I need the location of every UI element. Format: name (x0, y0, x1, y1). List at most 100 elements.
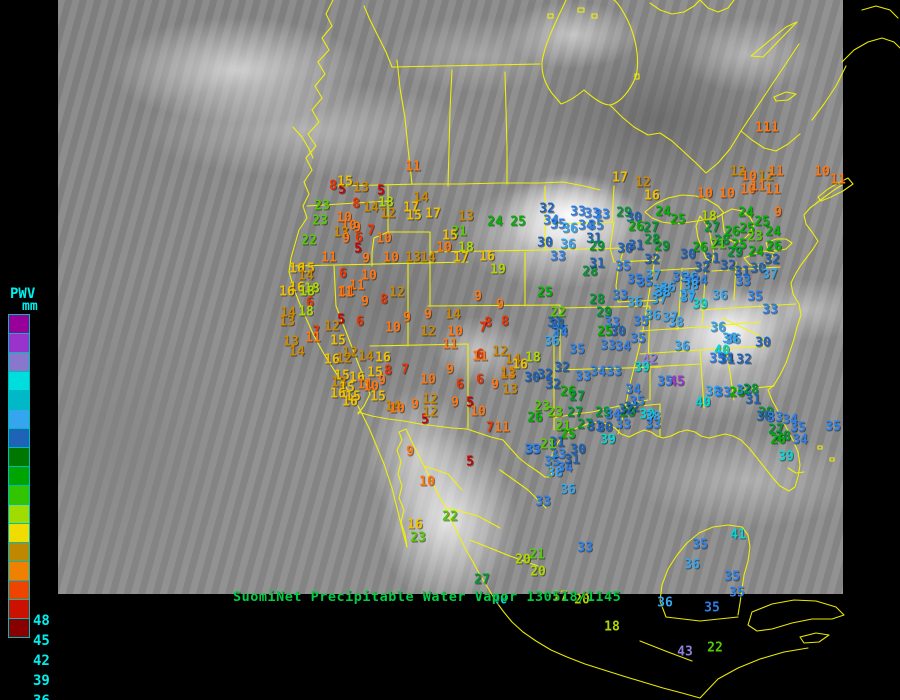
legend-label: 39 (33, 673, 50, 689)
station-value: 41 (730, 527, 746, 543)
station-value: 34 (615, 339, 631, 355)
station-value: 23 (534, 399, 550, 415)
station-value: 33 (577, 540, 593, 556)
station-value: 16 (375, 350, 391, 366)
station-value: 28 (582, 264, 598, 280)
station-value: 35 (704, 600, 720, 616)
station-value: 33 (684, 274, 700, 290)
station-value: 16 (349, 370, 365, 386)
station-value: 15 (370, 389, 386, 405)
legend-box (8, 466, 30, 486)
station-value: 14 (385, 399, 401, 415)
station-value: 31 (550, 317, 566, 333)
coastline-gulf-atlantic (549, 184, 843, 492)
station-value: 36 (544, 334, 560, 350)
station-value: 33 (575, 369, 591, 385)
station-value: 23 (314, 198, 330, 214)
lake-huron (721, 208, 755, 244)
station-value: 31 (734, 264, 750, 280)
station-value: 30 (756, 409, 772, 425)
station-value: 35 (825, 419, 841, 435)
station-value: 33 (645, 417, 661, 433)
station-value: 5 (338, 182, 346, 198)
legend-box (8, 371, 30, 391)
legend-box (8, 542, 30, 562)
station-value: 5 (337, 312, 345, 328)
station-value: 10 (447, 324, 463, 340)
station-value: 11 (442, 337, 458, 353)
station-value: 8 (484, 315, 492, 331)
station-value: 22 (707, 640, 723, 656)
station-value: 25 (731, 237, 747, 253)
legend-box (8, 523, 30, 543)
station-value: 11 (494, 420, 510, 436)
station-value: 30 (626, 210, 642, 226)
legend-label: 48 (33, 613, 50, 629)
station-value: 18 (298, 304, 314, 320)
station-value: 35 (569, 342, 585, 358)
vancouver-island (292, 126, 314, 159)
station-value: 32 (545, 377, 561, 393)
station-value: 33 (615, 417, 631, 433)
station-value: 35 (657, 374, 673, 390)
station-value: 34 (692, 273, 708, 289)
station-value: 11 (830, 172, 846, 188)
station-value: 9 (362, 251, 370, 267)
station-value: 32 (644, 252, 660, 268)
station-value: 10 (719, 186, 735, 202)
station-value: 37 (679, 288, 695, 304)
cuba (747, 599, 845, 644)
station-value: 33 (594, 207, 610, 223)
station-value: 28 (589, 292, 605, 308)
station-value: 14 (445, 307, 461, 323)
station-value: 24 (738, 205, 754, 221)
station-value: 39 (778, 449, 794, 465)
station-value: 9 (342, 231, 350, 247)
station-value: 21 (710, 237, 726, 253)
station-value: 10 (341, 218, 357, 234)
station-value: 10 (419, 474, 435, 490)
hudson-bay (541, 0, 639, 106)
station-value: 31 (704, 251, 720, 267)
station-value: 16 (512, 357, 528, 373)
station-value: 6 (476, 347, 484, 363)
station-value: 37 (651, 292, 667, 308)
station-value: 34 (552, 325, 568, 341)
station-value: 38 (722, 331, 738, 347)
station-value: 35 (627, 272, 643, 288)
station-value: 35 (615, 259, 631, 275)
borders-mexico-states (423, 465, 547, 567)
station-value: 10 (741, 169, 757, 185)
station-value: 10 (383, 250, 399, 266)
station-value: 7 (367, 223, 375, 239)
station-value: 34 (718, 351, 734, 367)
station-value: 16 (324, 352, 340, 368)
station-value: 34 (792, 432, 808, 448)
legend-box (8, 428, 30, 448)
station-value: 39 (634, 360, 650, 376)
station-value: 9 (496, 297, 504, 313)
legend-box (8, 580, 30, 600)
station-value: 33 (584, 206, 600, 222)
station-value: 15 (367, 365, 383, 381)
coastline-gulf-california (396, 428, 701, 699)
station-value: 29 (620, 405, 636, 421)
station-value: 33 (550, 447, 566, 463)
station-value: 13 (353, 180, 369, 196)
legend-box (8, 504, 30, 524)
station-value: 18 (299, 284, 315, 300)
station-value: 21 (540, 437, 556, 453)
station-value: 34 (605, 407, 621, 423)
station-value: 36 (684, 557, 700, 573)
station-value: 37 (762, 267, 778, 283)
station-value: 12 (758, 169, 774, 185)
station-value: 26 (628, 219, 644, 235)
station-value: 34 (543, 213, 559, 229)
station-value: 16 (330, 386, 346, 402)
station-value: 32 (720, 258, 736, 274)
station-value: 38 (683, 278, 699, 294)
station-value: 5 (421, 412, 429, 428)
station-value: 38 (655, 285, 671, 301)
station-value: 7 (312, 324, 320, 340)
